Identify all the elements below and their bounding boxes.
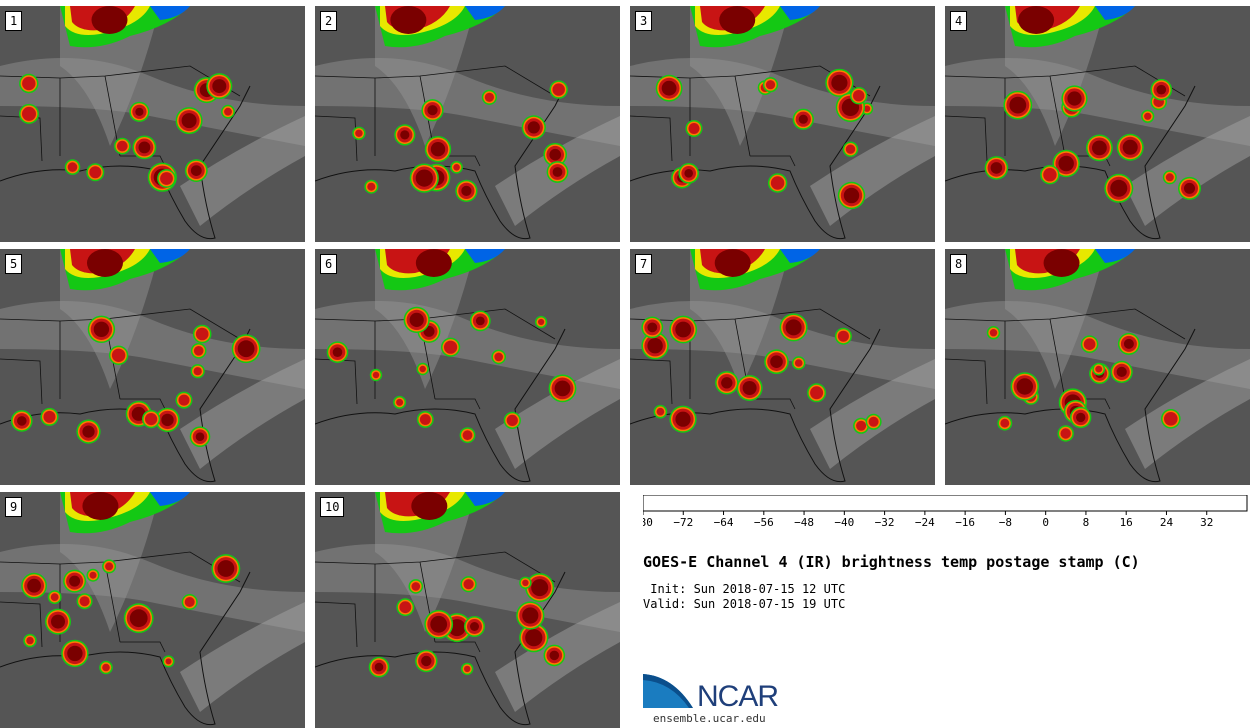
member-number-label: 1 [5,11,23,31]
figure-title: GOES-E Channel 4 (IR) brightness temp po… [643,553,1140,571]
colorbar-tick-label: −32 [875,516,895,529]
member-number-label: 3 [635,11,653,31]
ensemble-member-panel: 4 [945,6,1250,242]
colorbar-tick-label: −64 [714,516,734,529]
colorbar-tick-label: −8 [999,516,1012,529]
ncar-logo-icon [643,674,693,708]
colorbar-tick-label: 8 [1083,516,1090,529]
init-time: Init: Sun 2018-07-15 12 UTC [643,582,846,596]
colorbar-outline [643,495,1248,512]
colorbar-tick-label: −16 [955,516,975,529]
member-number-label: 4 [950,11,968,31]
colorbar-tick-label: 16 [1120,516,1133,529]
ensemble-member-panel: 2 [315,6,620,242]
ensemble-member-panel: 9 [0,492,305,728]
ncar-logo-text: NCAR [697,680,779,713]
member-number-label: 9 [5,497,23,517]
logo-url: ensemble.ucar.edu [653,712,766,725]
colorbar-tick-label: −72 [673,516,693,529]
member-number-label: 2 [320,11,338,31]
colorbar-tick-label: 32 [1200,516,1213,529]
member-number-label: 6 [320,254,338,274]
member-number-label: 10 [320,497,345,517]
colorbar-tick-label: 24 [1160,516,1174,529]
ensemble-member-panel: 1 [0,6,305,242]
valid-time: Valid: Sun 2018-07-15 19 UTC [643,597,846,611]
colorbar-tick-label: −48 [794,516,814,529]
colorbar-tick-label: −80 [643,516,653,529]
ensemble-member-panel: 8 [945,249,1250,485]
ensemble-member-panel: 10 [315,492,620,728]
member-number-label: 5 [5,254,23,274]
colorbar-tick-label: 0 [1042,516,1049,529]
colorbar-tick-label: −40 [834,516,854,529]
member-number-label: 8 [950,254,968,274]
member-number-label: 7 [635,254,653,274]
colorbar-tick-label: −24 [915,516,935,529]
ensemble-member-panel: 3 [630,6,935,242]
ensemble-member-panel: 6 [315,249,620,485]
ensemble-member-panel: 5 [0,249,305,485]
ensemble-member-panel: 7 [630,249,935,485]
colorbar-tick-label: −56 [754,516,774,529]
